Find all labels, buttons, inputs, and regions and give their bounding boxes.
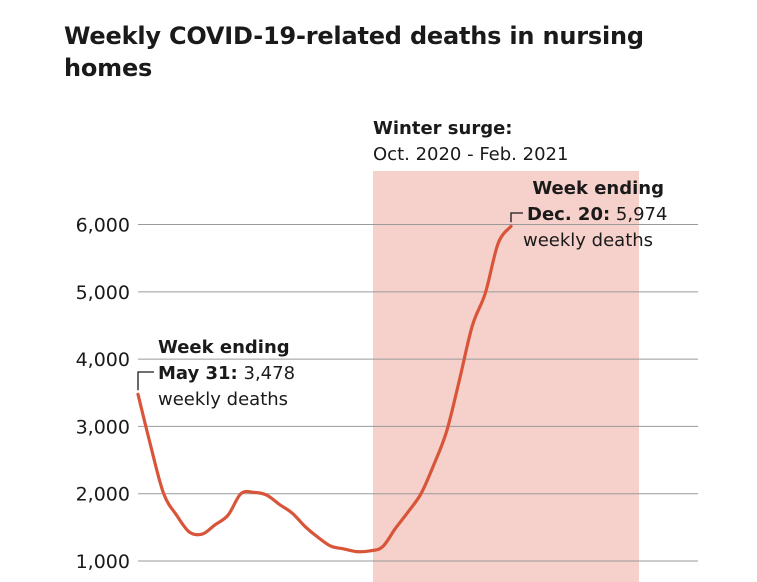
chart-title: Weekly COVID-19-related deaths in nursin… bbox=[64, 22, 644, 82]
annotation-leader-may bbox=[137, 371, 154, 391]
annotation-may-heading: Week ending bbox=[158, 337, 290, 358]
winter-surge-range: Oct. 2020 - Feb. 2021 bbox=[373, 144, 568, 165]
y-tick-label: 2,000 bbox=[76, 484, 130, 506]
deaths-line bbox=[136, 224, 513, 554]
annotation-dec-line: Dec. 20: 5,974 bbox=[527, 204, 667, 225]
y-tick-label: 5,000 bbox=[76, 282, 130, 304]
annotation-may-unit: weekly deaths bbox=[158, 389, 288, 410]
annotation-dec-unit: weekly deaths bbox=[523, 230, 653, 251]
y-tick-label: 4,000 bbox=[76, 349, 130, 371]
winter-surge-shading bbox=[373, 171, 639, 582]
annotation-may-date: May 31: bbox=[158, 363, 238, 384]
gridlines bbox=[138, 224, 698, 562]
annotation-may-line: May 31: 3,478 bbox=[158, 363, 295, 384]
y-tick-label: 1,000 bbox=[76, 551, 130, 573]
y-tick-label: 6,000 bbox=[76, 215, 130, 237]
annotation-may-value: 3,478 bbox=[244, 363, 296, 384]
annotation-dec-value: 5,974 bbox=[616, 204, 668, 225]
winter-surge-title: Winter surge: bbox=[373, 118, 513, 139]
annotation-dec-heading: Week ending bbox=[532, 178, 664, 199]
annotation-leader-dec bbox=[510, 212, 523, 223]
annotation-dec-date: Dec. 20: bbox=[527, 204, 610, 225]
y-axis-ticks: 1,000 2,000 3,000 4,000 5,000 6,000 bbox=[76, 215, 130, 573]
y-tick-label: 3,000 bbox=[76, 416, 130, 438]
